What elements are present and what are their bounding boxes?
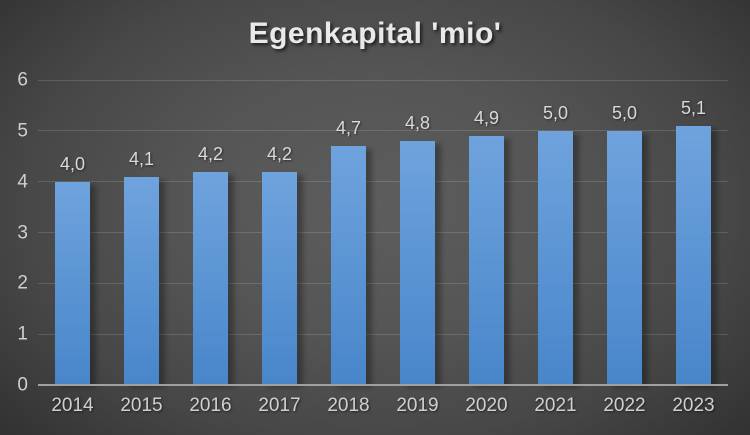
gridline	[38, 232, 728, 233]
bar-2014	[55, 181, 90, 384]
bar-value-label: 5,0	[542, 102, 569, 123]
x-axis-tick-label: 2018	[327, 395, 370, 416]
bar-2015	[124, 176, 159, 384]
gridline	[38, 282, 728, 284]
bar-2020	[469, 135, 504, 384]
bar-2022	[607, 130, 642, 384]
bar-value-label: 4,2	[266, 143, 293, 164]
bar-2023	[676, 125, 711, 384]
x-axis-tick-label: 2016	[189, 395, 232, 416]
chart-title: Egenkapital 'mio'	[248, 17, 502, 50]
x-axis-tick-label: 2015	[120, 395, 163, 416]
x-axis-tick-label: 2019	[396, 395, 439, 416]
y-axis-tick-label: 1	[17, 323, 28, 345]
x-axis-tick-label: 2020	[465, 395, 508, 416]
bar-value-label: 4,0	[59, 153, 86, 174]
bar-2018	[331, 146, 366, 384]
y-axis-tick-label: 4	[17, 171, 28, 193]
y-axis-tick-label: 6	[17, 69, 28, 91]
gridline	[38, 79, 728, 81]
bar-value-label: 4,9	[473, 107, 500, 128]
bar-2016	[193, 171, 228, 384]
bar-value-label: 4,7	[335, 118, 362, 139]
y-axis-tick-label: 2	[17, 272, 28, 294]
gridline	[38, 181, 728, 183]
bar-2021	[538, 130, 573, 384]
x-axis-tick-label: 2021	[534, 395, 577, 416]
bar-2017	[262, 171, 297, 384]
gridline	[38, 333, 728, 335]
bar-value-label: 5,1	[680, 97, 707, 118]
bar-value-label: 4,2	[197, 143, 224, 164]
y-axis-tick-label: 5	[17, 120, 28, 142]
bar-value-label: 4,1	[128, 148, 155, 169]
x-axis-tick-label: 2022	[603, 395, 646, 416]
gridline	[38, 130, 728, 132]
y-axis-tick-label: 3	[17, 222, 28, 243]
bar-value-label: 5,0	[611, 102, 638, 123]
bar-2019	[400, 141, 435, 384]
x-axis-tick-label: 2023	[672, 395, 715, 416]
x-axis-tick-label: 2014	[51, 395, 94, 416]
bar-value-label: 4,8	[404, 113, 431, 133]
x-axis-tick-label: 2017	[258, 395, 301, 416]
x-axis-line	[38, 384, 728, 386]
y-axis-tick-label: 0	[17, 374, 28, 396]
